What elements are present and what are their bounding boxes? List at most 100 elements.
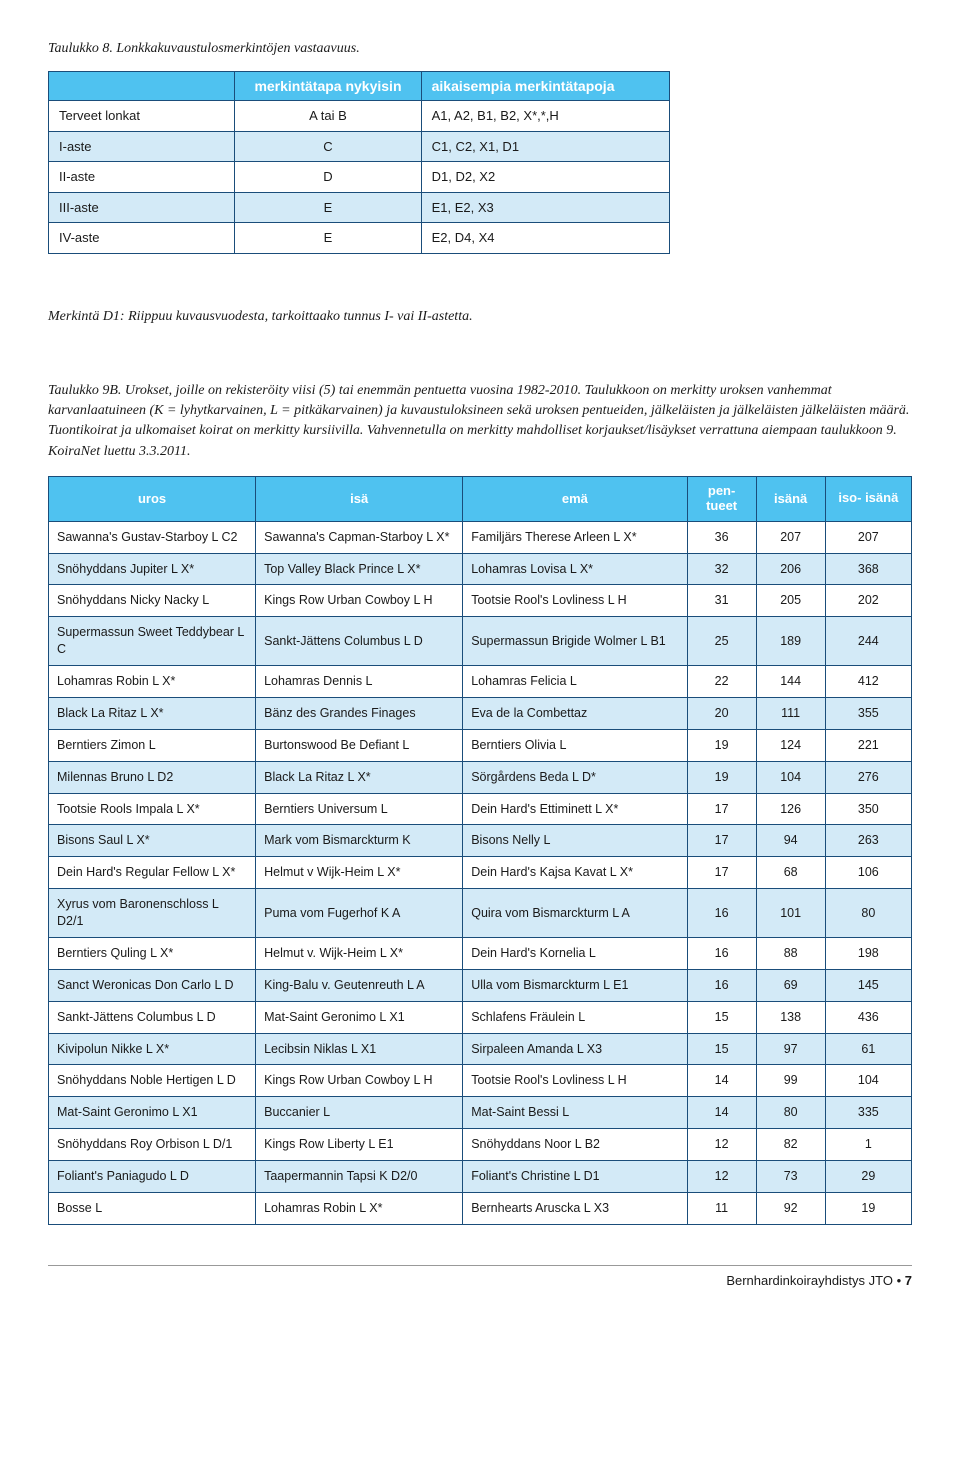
table-cell: Lohamras Robin L X*	[256, 1192, 463, 1224]
table8-header-current: merkintätapa nykyisin	[235, 71, 421, 100]
table-row: Milennas Bruno L D2Black La Ritaz L X*Sö…	[49, 761, 912, 793]
table-cell: Black La Ritaz L X*	[256, 761, 463, 793]
table-cell: E	[235, 223, 421, 254]
table-cell: Sankt-Jättens Columbus L D	[49, 1001, 256, 1033]
table-cell: Xyrus vom Baronenschloss L D2/1	[49, 889, 256, 938]
table9-header-ema: emä	[463, 476, 687, 521]
table-cell: Bisons Nelly L	[463, 825, 687, 857]
table9-header-isoisana: iso- isänä	[825, 476, 911, 521]
table-cell: 68	[756, 857, 825, 889]
table-row: Sawanna's Gustav-Starboy L C2Sawanna's C…	[49, 521, 912, 553]
table-row: Bisons Saul L X*Mark vom Bismarckturm KB…	[49, 825, 912, 857]
table-cell: 202	[825, 585, 911, 617]
table8-caption: Taulukko 8. Lonkkakuvaustulosmerkintöjen…	[48, 40, 912, 59]
table-row: Berntiers Quling L X*Helmut v. Wijk-Heim…	[49, 937, 912, 969]
table-cell: Sawanna's Capman-Starboy L X*	[256, 521, 463, 553]
table-cell: 94	[756, 825, 825, 857]
table-cell: Buccanier L	[256, 1097, 463, 1129]
table-cell: Supermassun Brigide Wolmer L B1	[463, 617, 687, 666]
table-cell: C1, C2, X1, D1	[421, 131, 669, 162]
table-cell: Kings Row Liberty L E1	[256, 1129, 463, 1161]
table-cell: A tai B	[235, 100, 421, 131]
table-cell: Taapermannin Tapsi K D2/0	[256, 1161, 463, 1193]
table-cell: 12	[687, 1129, 756, 1161]
table-cell: 88	[756, 937, 825, 969]
table-cell: Dein Hard's Kajsa Kavat L X*	[463, 857, 687, 889]
table-cell: 29	[825, 1161, 911, 1193]
table-cell: 106	[825, 857, 911, 889]
table-cell: 16	[687, 889, 756, 938]
table8: merkintätapa nykyisin aikaisempia merkin…	[48, 71, 670, 254]
table8-header-blank	[49, 71, 235, 100]
table-cell: Schlafens Fräulein L	[463, 1001, 687, 1033]
table-cell: 22	[687, 666, 756, 698]
table-cell: Sankt-Jättens Columbus L D	[256, 617, 463, 666]
table9-header-uros: uros	[49, 476, 256, 521]
table-cell: 17	[687, 793, 756, 825]
table-cell: Snöhyddans Noble Hertigen L D	[49, 1065, 256, 1097]
table-row: Bosse LLohamras Robin L X*Bernhearts Aru…	[49, 1192, 912, 1224]
table-cell: D1, D2, X2	[421, 162, 669, 193]
table-cell: Terveet lonkat	[49, 100, 235, 131]
table-cell: Helmut v Wijk-Heim L X*	[256, 857, 463, 889]
table-cell: 101	[756, 889, 825, 938]
table-cell: Bisons Saul L X*	[49, 825, 256, 857]
table-row: Lohamras Robin L X*Lohamras Dennis LLoha…	[49, 666, 912, 698]
table-cell: 263	[825, 825, 911, 857]
table-cell: II-aste	[49, 162, 235, 193]
table-cell: 19	[687, 729, 756, 761]
table-cell: 16	[687, 969, 756, 1001]
table-cell: Foliant's Christine L D1	[463, 1161, 687, 1193]
table-cell: 61	[825, 1033, 911, 1065]
table-cell: 17	[687, 857, 756, 889]
table-cell: D	[235, 162, 421, 193]
table-cell: III-aste	[49, 192, 235, 223]
table-cell: 15	[687, 1033, 756, 1065]
table-cell: Burtonswood Be Defiant L	[256, 729, 463, 761]
table-cell: 244	[825, 617, 911, 666]
table-cell: Mat-Saint Bessi L	[463, 1097, 687, 1129]
table8-note: Merkintä D1: Riippuu kuvausvuodesta, tar…	[48, 308, 912, 327]
table-row: Dein Hard's Regular Fellow L X*Helmut v …	[49, 857, 912, 889]
table-cell: Dein Hard's Kornelia L	[463, 937, 687, 969]
table-cell: Lecibsin Niklas L X1	[256, 1033, 463, 1065]
table-cell: Top Valley Black Prince L X*	[256, 553, 463, 585]
table-cell: 15	[687, 1001, 756, 1033]
table-cell: Eva de la Combettaz	[463, 697, 687, 729]
table-cell: 82	[756, 1129, 825, 1161]
table-cell: 189	[756, 617, 825, 666]
table-row: Supermassun Sweet Teddybear L CSankt-Jät…	[49, 617, 912, 666]
table-row: Kivipolun Nikke L X*Lecibsin Niklas L X1…	[49, 1033, 912, 1065]
table9-header-isa: isä	[256, 476, 463, 521]
table-cell: E1, E2, X3	[421, 192, 669, 223]
table-cell: 32	[687, 553, 756, 585]
table-cell: Milennas Bruno L D2	[49, 761, 256, 793]
table-row: IV-asteEE2, D4, X4	[49, 223, 670, 254]
table-cell: Kings Row Urban Cowboy L H	[256, 585, 463, 617]
table-row: Black La Ritaz L X*Bänz des Grandes Fina…	[49, 697, 912, 729]
table-cell: 73	[756, 1161, 825, 1193]
table-cell: Bernhearts Aruscka L X3	[463, 1192, 687, 1224]
table-cell: A1, A2, B1, B2, X*,*,H	[421, 100, 669, 131]
table-cell: 221	[825, 729, 911, 761]
table-cell: Bosse L	[49, 1192, 256, 1224]
table-cell: Familjärs Therese Arleen L X*	[463, 521, 687, 553]
table-row: Snöhyddans Jupiter L X*Top Valley Black …	[49, 553, 912, 585]
table-cell: Lohamras Dennis L	[256, 666, 463, 698]
table-cell: Berntiers Olivia L	[463, 729, 687, 761]
table-cell: Foliant's Paniagudo L D	[49, 1161, 256, 1193]
table-cell: Dein Hard's Ettiminett L X*	[463, 793, 687, 825]
table-cell: Sörgårdens Beda L D*	[463, 761, 687, 793]
table-cell: 14	[687, 1065, 756, 1097]
table-cell: 126	[756, 793, 825, 825]
table-cell: 25	[687, 617, 756, 666]
table-cell: Lohamras Lovisa L X*	[463, 553, 687, 585]
table-cell: 335	[825, 1097, 911, 1129]
table-cell: 138	[756, 1001, 825, 1033]
table9: uros isä emä pen- tueet isänä iso- isänä…	[48, 476, 912, 1225]
table-cell: Sanct Weronicas Don Carlo L D	[49, 969, 256, 1001]
table-row: Sanct Weronicas Don Carlo L DKing-Balu v…	[49, 969, 912, 1001]
table-cell: Snöhyddans Jupiter L X*	[49, 553, 256, 585]
table-cell: Mat-Saint Geronimo L X1	[49, 1097, 256, 1129]
table-cell: 368	[825, 553, 911, 585]
